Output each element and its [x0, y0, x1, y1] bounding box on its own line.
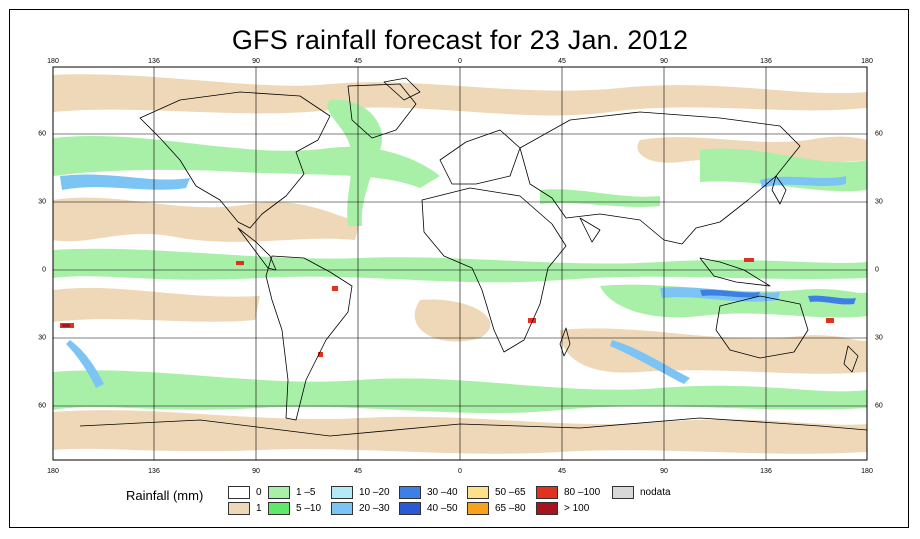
lon-tick-top: 45 [558, 58, 566, 65]
legend-swatch-12 [612, 486, 634, 499]
legend-label: 50 –65 [495, 487, 526, 498]
legend-swatch-1 [228, 502, 250, 515]
lat-tick-left: 30 [38, 198, 46, 206]
legend-label: nodata [640, 487, 671, 498]
legend-label: 80 –100 [564, 487, 601, 498]
lon-tick-top: 180 [47, 58, 59, 65]
lon-tick-bottom: 45 [558, 468, 566, 475]
lon-tick-bottom: 180 [47, 468, 59, 475]
legend-title: Rainfall (mm) [126, 488, 204, 503]
legend-swatch-8 [467, 486, 489, 499]
legend-label: 1 [256, 503, 262, 514]
lat-tick-right: 30 [875, 198, 883, 206]
map-border [52, 66, 868, 461]
lon-tick-bottom: 180 [861, 468, 873, 475]
legend-label: 5 –10 [296, 503, 322, 514]
lat-tick-left: 30 [38, 334, 46, 342]
legend-swatch-5 [331, 502, 353, 515]
legend-swatch-11 [536, 502, 558, 515]
lon-tick-bottom: 90 [252, 468, 260, 475]
legend-label: 1 –5 [296, 487, 316, 498]
lon-tick-top: 136 [760, 58, 772, 65]
legend-label: 0 [256, 487, 262, 498]
lon-tick-top: 90 [252, 58, 260, 65]
lon-tick-top: 45 [354, 58, 362, 65]
lat-tick-right: 60 [875, 130, 883, 138]
legend-label: 20 –30 [359, 503, 390, 514]
legend-label: 40 –50 [427, 503, 458, 514]
lat-tick-right: 30 [875, 334, 883, 342]
lon-tick-bottom: 90 [660, 468, 668, 475]
legend-swatch-10 [536, 486, 558, 499]
lon-tick-top: 136 [148, 58, 160, 65]
map-title: GFS rainfall forecast for 23 Jan. 2012 [231, 25, 689, 55]
legend-label: 10 –20 [359, 487, 390, 498]
lat-tick-right: 60 [875, 402, 883, 410]
lat-tick-left: 60 [38, 130, 46, 138]
lat-tick-right: 0 [875, 266, 879, 274]
figure-frame [9, 9, 909, 528]
lon-tick-bottom: 136 [148, 468, 160, 475]
legend-swatch-9 [467, 502, 489, 515]
graticule [53, 67, 867, 460]
legend-swatch-4 [331, 486, 353, 499]
legend-swatch-6 [399, 486, 421, 499]
legend-label: 30 –40 [427, 487, 458, 498]
lon-tick-bottom: 0 [458, 468, 462, 475]
legend-swatch-2 [268, 486, 290, 499]
coastlines [79, 77, 867, 437]
legend-swatch-7 [399, 502, 421, 515]
legend-swatch-3 [268, 502, 290, 515]
legend-label: 65 –80 [495, 503, 526, 514]
lon-tick-top: 180 [861, 58, 873, 65]
lon-tick-top: 90 [660, 58, 668, 65]
lat-tick-left: 0 [42, 266, 46, 274]
legend-swatch-0 [228, 486, 250, 499]
lat-tick-left: 60 [38, 402, 46, 410]
lon-tick-bottom: 136 [760, 468, 772, 475]
legend-label: > 100 [564, 503, 590, 514]
lon-tick-bottom: 45 [354, 468, 362, 475]
lon-tick-top: 0 [458, 58, 462, 65]
